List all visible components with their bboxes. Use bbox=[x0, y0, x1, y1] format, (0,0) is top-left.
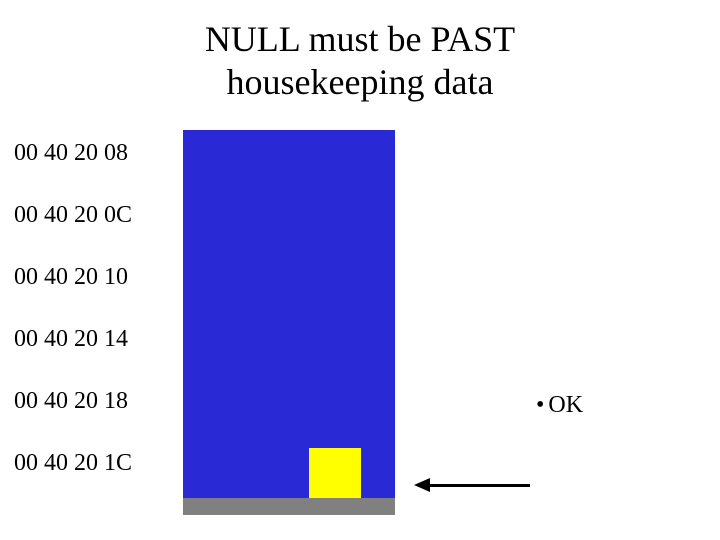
ok-text: OK bbox=[548, 392, 583, 418]
bullet-icon: • bbox=[536, 392, 548, 418]
yellow-region bbox=[309, 448, 361, 498]
address-row: 00 40 20 10 bbox=[14, 264, 132, 326]
address-text: 00 40 20 18 bbox=[14, 388, 128, 415]
address-text: 00 40 20 08 bbox=[14, 140, 128, 167]
title-line-2: housekeeping data bbox=[227, 62, 494, 102]
address-text: 00 40 20 14 bbox=[14, 326, 128, 353]
address-text: 00 40 20 1C bbox=[14, 450, 132, 477]
title-line-1: NULL must be PAST bbox=[205, 19, 515, 59]
address-row: 00 40 20 0C bbox=[14, 202, 132, 264]
ok-label: •OK bbox=[536, 392, 583, 419]
memory-diagram bbox=[183, 130, 395, 515]
address-row: 00 40 20 14 bbox=[14, 326, 132, 388]
arrow-head-icon bbox=[414, 478, 430, 492]
address-text: 00 40 20 0C bbox=[14, 202, 132, 229]
blue-region bbox=[183, 130, 395, 498]
gray-region bbox=[183, 498, 395, 515]
address-row: 00 40 20 1C bbox=[14, 450, 132, 512]
address-text: 00 40 20 10 bbox=[14, 264, 128, 291]
address-row: 00 40 20 18 bbox=[14, 388, 132, 450]
slide-title: NULL must be PAST housekeeping data bbox=[0, 18, 720, 104]
address-list: 00 40 20 08 00 40 20 0C 00 40 20 10 00 4… bbox=[14, 140, 132, 512]
arrow-shaft bbox=[426, 484, 530, 487]
address-row: 00 40 20 08 bbox=[14, 140, 132, 202]
pointer-arrow bbox=[414, 483, 530, 497]
